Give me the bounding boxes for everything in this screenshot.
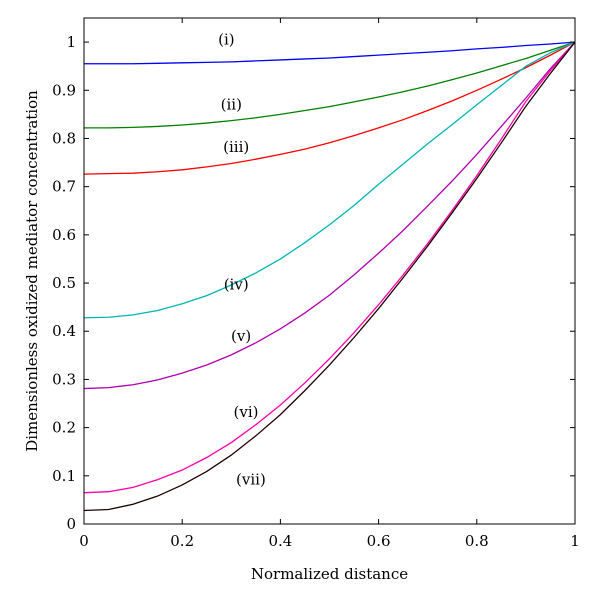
- y-tick-label: 0.9: [52, 81, 76, 99]
- y-tick-label: 0.7: [52, 178, 76, 196]
- curve-label-5: (v): [231, 327, 251, 345]
- curve-labels-layer: (i) (ii) (iii) (iv) (v) (vi) (vii): [218, 31, 266, 489]
- series-line-6: [83, 41, 576, 494]
- y-tick-label: 0.2: [52, 419, 76, 437]
- series-line-5: [83, 41, 576, 390]
- y-tick-label: 0.4: [52, 322, 76, 340]
- curve-label-7: (vii): [236, 471, 266, 489]
- x-axis-title: Normalized distance: [251, 565, 408, 583]
- x-tick-label: 0: [79, 532, 89, 550]
- ticks-layer: [83, 18, 576, 525]
- y-tick-label: 1: [66, 33, 76, 51]
- tick-labels-layer: 0 0.2 0.4 0.6 0.8 1 0 0.1 0.2 0.3 0.4 0.5 0.6 0.7 0.8 0…: [52, 33, 580, 550]
- curve-label-2: (ii): [221, 96, 242, 114]
- curve-label-4: (iv): [224, 275, 249, 293]
- curve-label-3: (iii): [223, 138, 249, 156]
- x-tick-label: 0.6: [367, 532, 391, 550]
- series-line-3: [83, 41, 576, 175]
- x-tick-label: 0.8: [465, 532, 489, 550]
- y-axis-title: Dimensionless oxidized mediator concentr…: [23, 90, 41, 452]
- y-tick-label: 0.6: [52, 226, 76, 244]
- x-tick-label: 1: [570, 532, 580, 550]
- curve-label-6: (vi): [234, 403, 259, 421]
- y-tick-label: 0.5: [52, 274, 76, 292]
- curve-label-1: (i): [218, 31, 235, 49]
- y-tick-label: 0.8: [52, 129, 76, 147]
- y-tick-label: 0: [66, 515, 76, 533]
- series-line-1: [84, 41, 576, 65]
- series-line-4: [83, 41, 576, 319]
- x-tick-label: 0.4: [268, 532, 292, 550]
- series-line-2: [84, 41, 576, 129]
- y-tick-label: 0.1: [52, 467, 76, 485]
- series-line-7: [83, 41, 576, 512]
- plot-frame: [83, 17, 576, 525]
- curves-layer: [83, 41, 576, 512]
- y-tick-label: 0.3: [52, 370, 76, 388]
- x-tick-label: 0.2: [170, 532, 194, 550]
